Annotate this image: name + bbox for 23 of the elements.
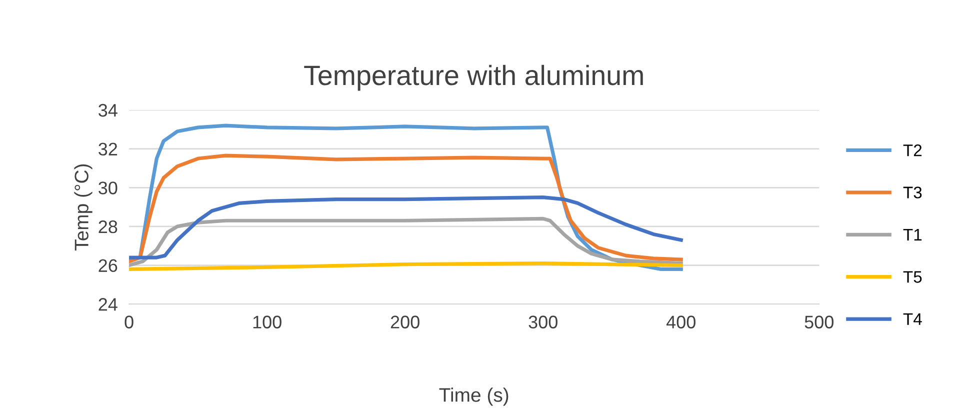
y-tick-label: 28	[98, 220, 118, 234]
x-tick-label: 500	[804, 316, 834, 328]
legend-label: T1	[903, 229, 922, 240]
x-tick-label: 300	[528, 316, 558, 328]
x-tick-label: 0	[124, 316, 134, 328]
x-tick-label: 100	[253, 316, 282, 328]
y-tick-label: 24	[98, 298, 118, 311]
chart-title: Temperature with aluminum	[304, 64, 643, 91]
legend-label: T5	[903, 271, 922, 283]
line-series	[129, 154, 683, 264]
y-tick-label: 34	[98, 104, 118, 117]
y-tick-label: 26	[98, 259, 118, 272]
y-axis-title: Temp (°C)	[74, 164, 92, 250]
legend-label: T2	[903, 144, 922, 156]
x-tick-label: 400	[666, 316, 696, 328]
x-tick-label: 200	[390, 316, 420, 328]
y-tick-label: 32	[98, 142, 118, 156]
legend-label: T4	[903, 313, 922, 325]
x-axis-title: Time (s)	[439, 388, 508, 406]
legend-label: T3	[903, 186, 922, 198]
line-series	[129, 216, 683, 268]
line-series	[129, 196, 683, 260]
y-tick-label: 30	[98, 182, 118, 194]
